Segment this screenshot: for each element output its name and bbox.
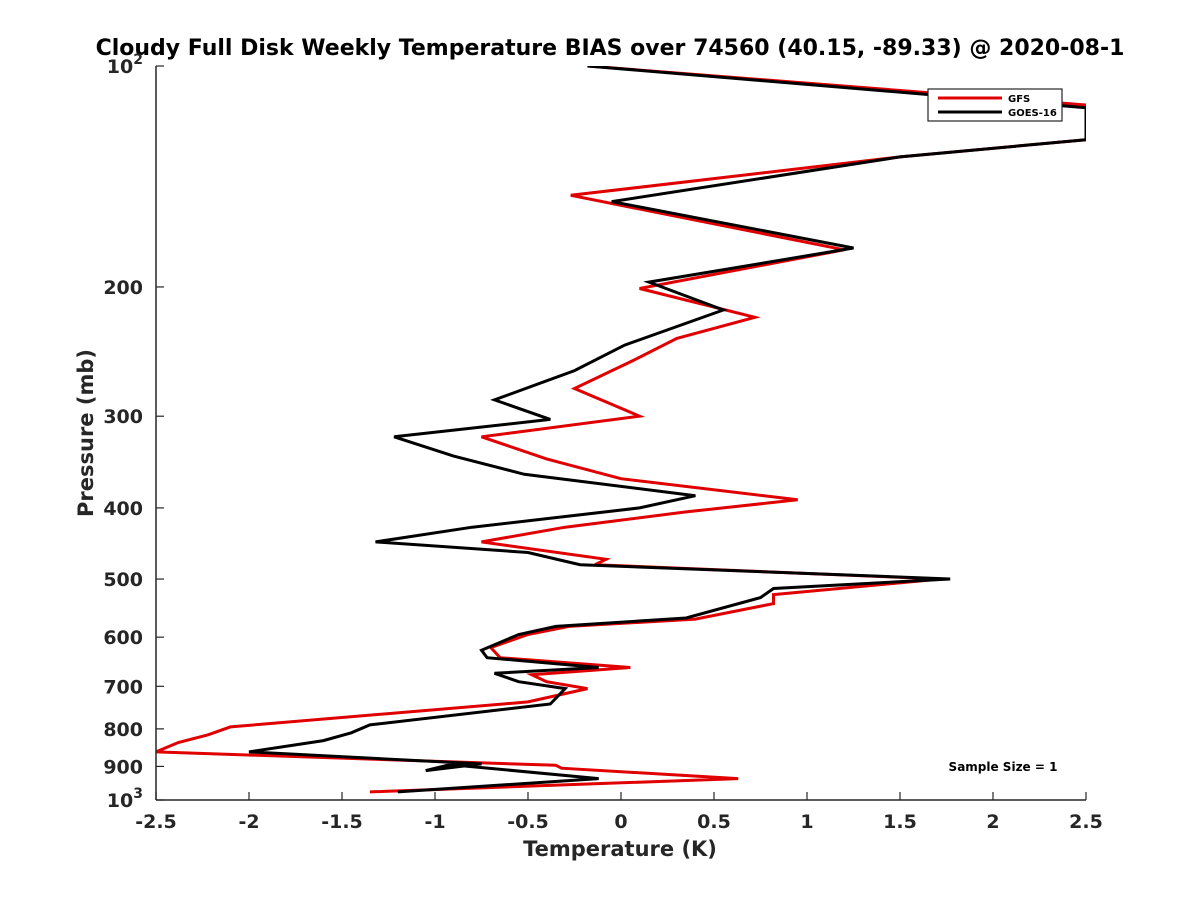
y-tick-label: 500 [103, 569, 143, 591]
y-tick-label: 700 [103, 676, 143, 698]
x-tick-label: -1.5 [321, 811, 363, 833]
series-line-gfs [156, 66, 1086, 794]
y-tick-label: 600 [103, 627, 143, 649]
x-tick-label: -2 [238, 811, 259, 833]
y-tick-label: 200 [103, 277, 143, 299]
legend-box [927, 88, 1063, 122]
y-axis-label: Pressure (mb) [74, 349, 98, 517]
x-tick-label: 0 [614, 811, 627, 833]
sample-size-annotation: Sample Size = 1 [949, 760, 1058, 774]
chart-title: Cloudy Full Disk Weekly Temperature BIAS… [96, 36, 1125, 61]
y-tick-label: 300 [103, 406, 143, 428]
y-axis: 102 200 300 400 500 600 700 800 900 103 [103, 52, 164, 812]
plot-area [155, 66, 1086, 801]
series-line-goes-16 [248, 66, 1086, 794]
legend-label: GOES-16 [1008, 108, 1057, 119]
x-tick-label: -0.5 [507, 811, 549, 833]
legend: GFS GOES-16 [927, 88, 1063, 122]
x-axis: -2.5 -2 -1.5 -1 -0.5 0 0.5 1 1.5 2 2.5 [135, 792, 1103, 833]
y-tick-label: 103 [107, 786, 143, 812]
x-tick-label: -2.5 [135, 811, 177, 833]
y-tick-label: 102 [107, 52, 143, 78]
y-tick-label: 800 [103, 719, 143, 741]
legend-label: GFS [1008, 94, 1030, 105]
x-tick-label: 2.5 [1069, 811, 1103, 833]
y-tick-label: 400 [103, 498, 143, 520]
x-tick-label: -1 [424, 811, 445, 833]
x-tick-label: 1 [800, 811, 813, 833]
x-tick-label: 0.5 [697, 811, 731, 833]
x-tick-label: 2 [986, 811, 999, 833]
x-axis-label: Temperature (K) [523, 837, 717, 861]
y-tick-label: 900 [103, 756, 143, 778]
x-tick-label: 1.5 [883, 811, 917, 833]
